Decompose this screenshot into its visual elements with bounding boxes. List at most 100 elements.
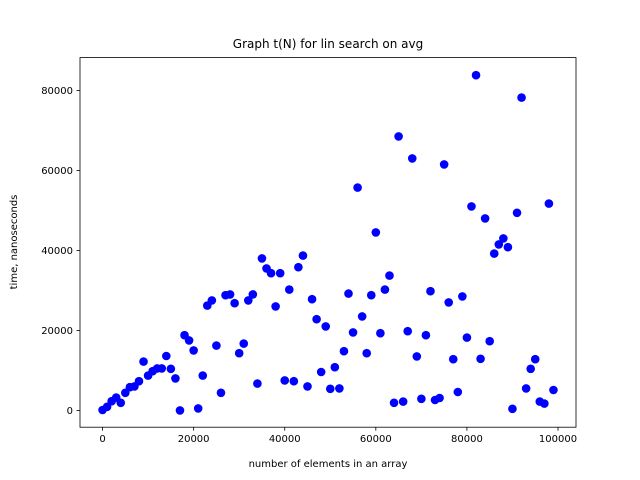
data-point-76 — [444, 298, 454, 307]
y-axis-label: time, nanoseconds — [9, 195, 20, 290]
data-point-31 — [239, 339, 249, 348]
y-tick-label: 60000 — [41, 166, 73, 177]
data-point-89 — [503, 242, 513, 252]
data-point-48 — [316, 367, 326, 377]
data-point-87 — [494, 240, 504, 249]
data-point-47 — [312, 314, 321, 324]
x-tick-label: 80000 — [451, 434, 483, 445]
data-point-69 — [412, 352, 422, 361]
data-point-83 — [476, 354, 485, 364]
data-point-4 — [116, 398, 126, 408]
data-point-68 — [407, 154, 417, 163]
data-point-9 — [139, 357, 148, 366]
data-point-44 — [298, 251, 308, 260]
data-point-26 — [216, 388, 226, 398]
data-point-28 — [225, 290, 235, 299]
data-point-79 — [458, 292, 467, 301]
data-point-72 — [426, 286, 435, 296]
chart-title: Graph t(N) for lin search on avg — [233, 37, 423, 51]
plot-frame — [79, 57, 577, 428]
data-point-92 — [517, 93, 526, 102]
data-point-91 — [512, 208, 522, 218]
points-layer — [98, 70, 558, 415]
data-point-52 — [335, 384, 344, 393]
data-point-61 — [376, 328, 385, 338]
data-point-14 — [162, 351, 171, 361]
data-point-8 — [134, 376, 144, 386]
data-point-29 — [230, 298, 239, 308]
data-point-35 — [257, 254, 267, 263]
data-point-38 — [271, 302, 280, 311]
data-point-59 — [366, 290, 376, 300]
data-point-90 — [508, 404, 517, 414]
data-point-75 — [439, 160, 449, 169]
data-point-95 — [530, 354, 540, 364]
x-tick-label: 40000 — [269, 434, 301, 445]
data-point-57 — [357, 312, 367, 321]
data-point-16 — [171, 374, 180, 383]
data-point-50 — [325, 384, 335, 394]
x-axis-label: number of elements in an array — [249, 459, 408, 470]
data-point-34 — [253, 379, 262, 388]
data-point-42 — [289, 376, 299, 386]
data-point-22 — [198, 371, 208, 380]
x-tick-label: 100000 — [539, 434, 577, 445]
data-point-54 — [344, 289, 353, 298]
data-point-40 — [280, 376, 290, 385]
data-point-93 — [521, 384, 531, 393]
data-point-33 — [248, 290, 258, 299]
data-point-55 — [348, 328, 358, 337]
data-point-98 — [544, 199, 554, 208]
y-tick-label: 40000 — [41, 246, 73, 257]
data-point-15 — [166, 364, 176, 374]
data-point-41 — [284, 285, 294, 294]
data-point-94 — [526, 364, 535, 374]
data-point-53 — [339, 346, 349, 356]
data-point-86 — [489, 249, 499, 258]
data-point-25 — [212, 341, 221, 350]
data-point-56 — [353, 183, 362, 192]
y-tick-label: 80000 — [41, 86, 73, 97]
x-tick-label: 20000 — [178, 434, 210, 445]
data-point-37 — [266, 268, 276, 278]
data-point-84 — [480, 214, 490, 223]
data-point-62 — [380, 285, 390, 294]
x-tick-label: 60000 — [360, 434, 392, 445]
y-tick-label: 20000 — [41, 326, 73, 337]
data-point-46 — [307, 294, 317, 304]
data-point-99 — [549, 385, 558, 395]
data-point-67 — [403, 326, 413, 336]
data-point-64 — [389, 398, 399, 408]
data-point-24 — [207, 296, 217, 305]
data-point-81 — [467, 202, 476, 211]
data-point-74 — [435, 393, 444, 403]
data-point-20 — [189, 346, 198, 355]
x-tick-label: 0 — [99, 434, 105, 445]
data-point-78 — [453, 387, 463, 397]
data-point-80 — [462, 333, 472, 342]
data-point-63 — [385, 271, 394, 280]
data-point-32 — [243, 296, 253, 305]
data-point-43 — [294, 262, 303, 272]
data-point-58 — [362, 348, 372, 358]
data-point-60 — [371, 228, 381, 237]
data-point-82 — [471, 70, 481, 80]
data-point-39 — [275, 268, 285, 278]
data-point-66 — [398, 397, 408, 406]
data-point-49 — [321, 322, 331, 331]
ticks-layer: 0 20000 40000 60000 80000 100000 0 20000 40000 60… — [41, 86, 577, 445]
data-point-45 — [303, 382, 312, 391]
data-point-30 — [234, 348, 244, 358]
data-point-85 — [485, 336, 494, 346]
y-tick-label: 0 — [67, 406, 73, 417]
data-point-88 — [499, 234, 508, 243]
data-point-97 — [540, 399, 549, 408]
data-point-17 — [175, 406, 185, 415]
data-point-77 — [448, 354, 458, 364]
data-point-19 — [184, 336, 194, 345]
data-point-51 — [330, 362, 340, 372]
data-point-65 — [394, 132, 403, 141]
data-point-21 — [193, 404, 203, 413]
data-point-71 — [421, 330, 431, 340]
